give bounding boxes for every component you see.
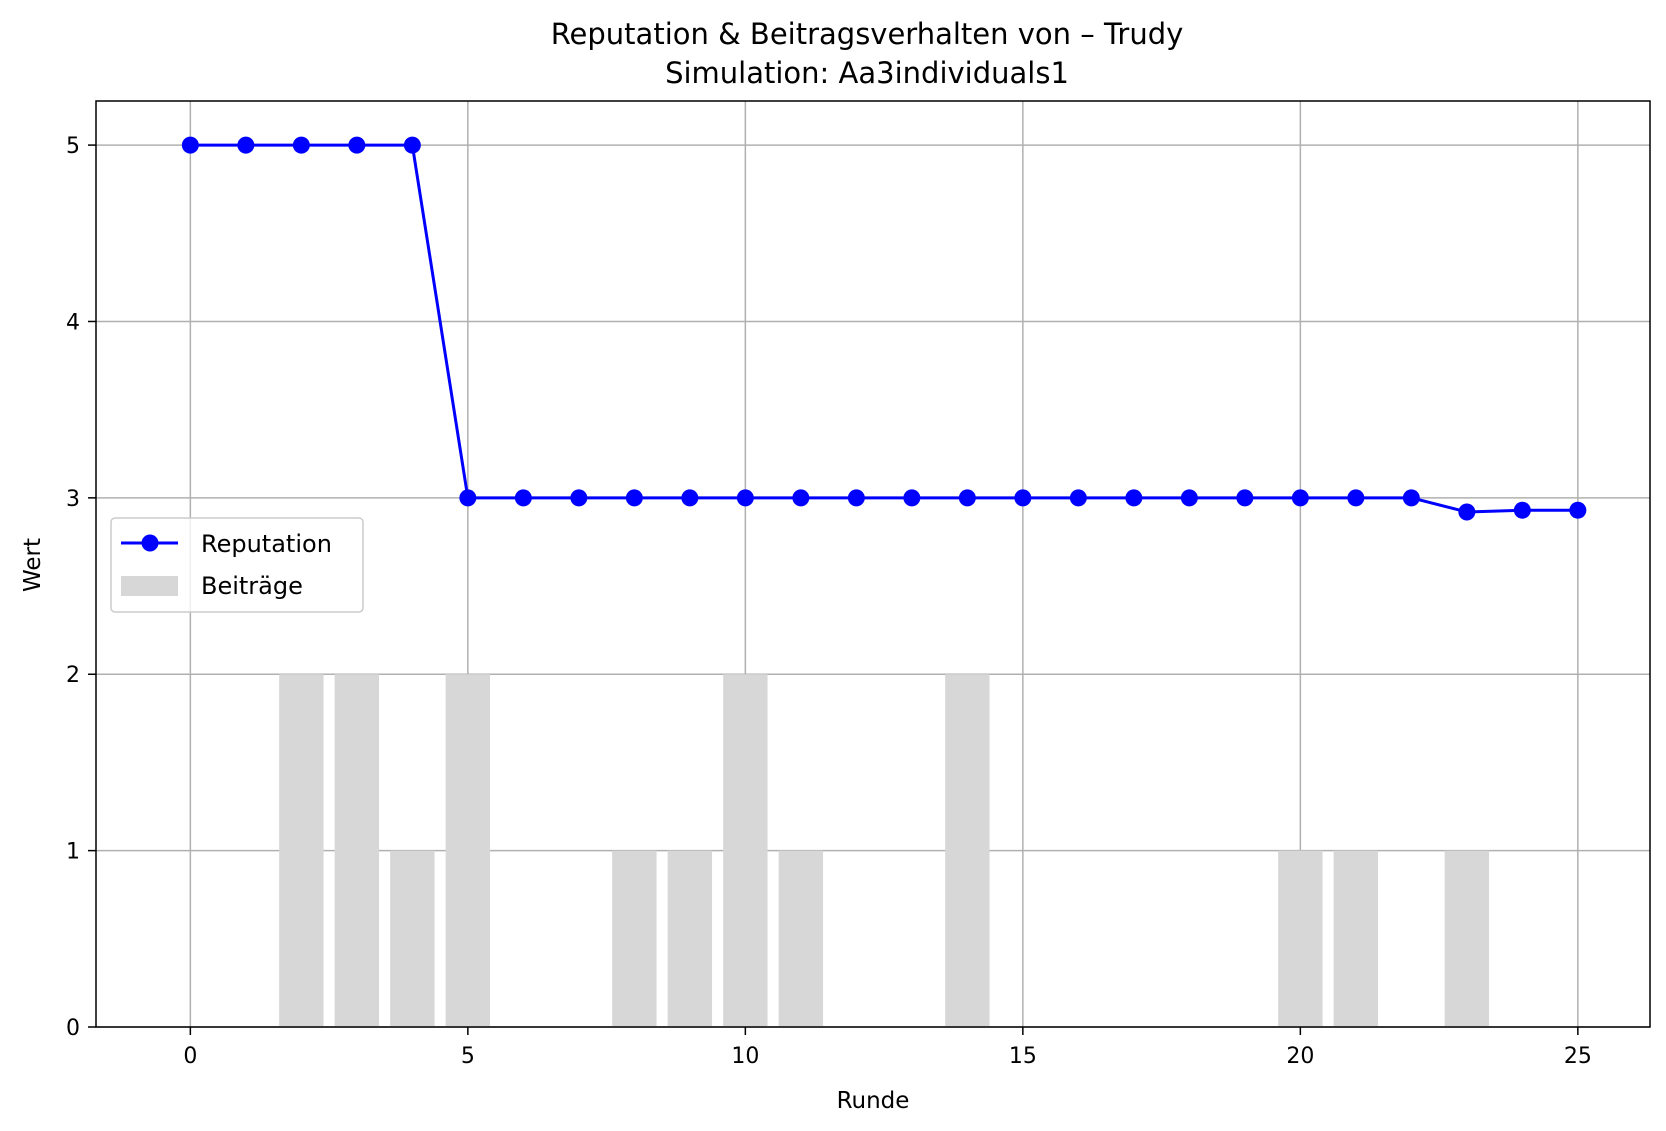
reputation-point <box>1069 489 1087 507</box>
chart-title: Reputation & Beitragsverhalten von – Tru… <box>551 17 1184 51</box>
x-tick-label: 20 <box>1286 1044 1314 1069</box>
reputation-point <box>570 489 588 507</box>
legend-label-reputation: Reputation <box>201 530 332 558</box>
reputation-point <box>181 136 199 154</box>
reputation-point <box>681 489 699 507</box>
y-tick-label: 1 <box>66 840 80 865</box>
reputation-point <box>958 489 976 507</box>
x-tick-label: 15 <box>1009 1044 1037 1069</box>
x-tick-label: 0 <box>183 1044 197 1069</box>
reputation-point <box>514 489 532 507</box>
chart-subtitle: Simulation: Aa3individuals1 <box>665 56 1069 90</box>
reputation-line <box>190 143 1578 514</box>
x-axis-label: Runde <box>837 1088 910 1114</box>
y-tick-label: 0 <box>66 1016 80 1041</box>
reputation-point <box>1125 489 1143 507</box>
bar-beitraege <box>1444 850 1490 1027</box>
bar-beitraege <box>279 674 324 1027</box>
reputation-point <box>1236 489 1254 507</box>
reputation-point <box>1014 489 1032 507</box>
line-series <box>181 136 1587 521</box>
plot-frame <box>95 100 1651 1028</box>
bar-beitraege <box>667 850 713 1027</box>
bar-beitraege <box>778 850 824 1027</box>
reputation-point <box>736 489 754 507</box>
bar-beitraege <box>945 674 990 1027</box>
y-tick-label: 4 <box>66 310 80 335</box>
bar-beitraege <box>1333 850 1379 1027</box>
legend-marker-swatch <box>141 534 159 552</box>
legend: Reputation Beiträge <box>110 517 364 613</box>
reputation-point <box>1347 489 1365 507</box>
bar-beitraege <box>445 674 491 1027</box>
reputation-point <box>403 136 421 154</box>
reputation-point <box>1291 489 1309 507</box>
reputation-point <box>1402 489 1420 507</box>
x-axis-ticks: 0 5 10 15 20 25 <box>183 1027 1592 1069</box>
legend-label-beitraege: Beiträge <box>201 572 303 600</box>
y-tick-label: 5 <box>66 134 80 159</box>
reputation-point <box>792 489 810 507</box>
x-tick-label: 5 <box>461 1044 475 1069</box>
bars <box>279 674 1490 1027</box>
x-tick-label: 10 <box>731 1044 759 1069</box>
reputation-point <box>1458 503 1476 521</box>
reputation-point <box>237 136 255 154</box>
legend-bar-swatch <box>121 576 178 596</box>
reputation-point <box>1569 501 1587 519</box>
bar-beitraege <box>390 850 435 1027</box>
y-axis-ticks: 0 1 2 3 4 5 <box>66 134 96 1041</box>
y-tick-label: 3 <box>66 487 80 512</box>
reputation-point <box>459 489 477 507</box>
reputation-point <box>1513 501 1531 519</box>
reputation-point <box>625 489 643 507</box>
y-tick-label: 2 <box>66 663 80 688</box>
bar-beitraege <box>1278 850 1323 1027</box>
reputation-point <box>847 489 865 507</box>
bar-beitraege <box>612 850 657 1027</box>
x-tick-label: 25 <box>1564 1044 1592 1069</box>
reputation-point <box>1180 489 1198 507</box>
bar-beitraege <box>723 674 768 1027</box>
y-axis-label: Wert <box>20 538 46 592</box>
reputation-point <box>903 489 921 507</box>
bar-beitraege <box>334 674 380 1027</box>
reputation-point <box>348 136 366 154</box>
reputation-point <box>292 136 310 154</box>
